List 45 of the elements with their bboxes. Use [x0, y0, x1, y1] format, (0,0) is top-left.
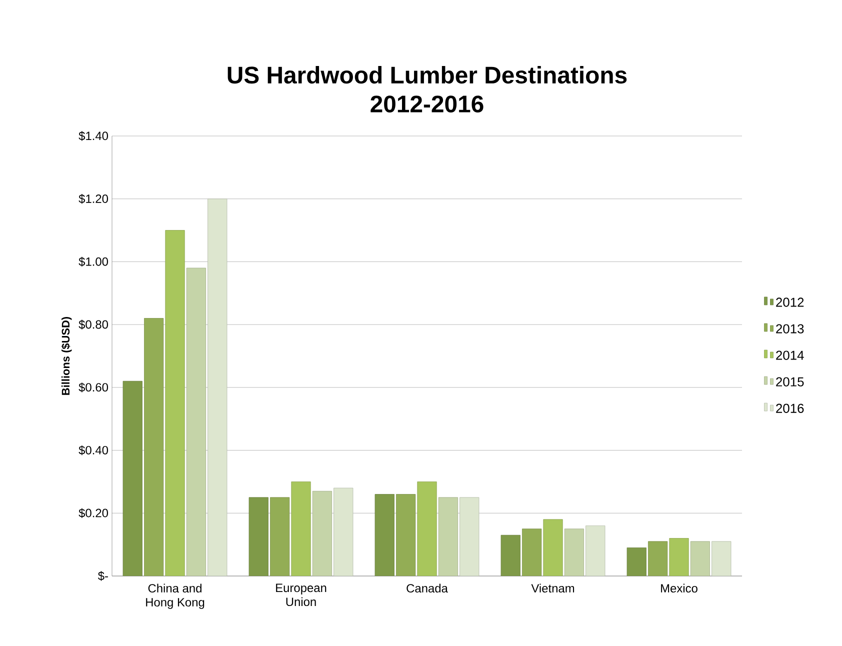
y-tick-label: $0.60	[78, 382, 108, 392]
bar	[586, 526, 606, 576]
y-tick-label: $-	[98, 571, 108, 581]
legend-label: 2014	[776, 350, 804, 360]
bar	[396, 494, 416, 576]
y-tick-label: $0.20	[78, 508, 108, 518]
bar	[564, 528, 584, 576]
bar	[669, 538, 689, 576]
legend-label: 2013	[776, 324, 804, 334]
bar	[144, 318, 164, 576]
bar	[626, 548, 646, 576]
bar	[334, 488, 354, 576]
bar	[460, 497, 480, 576]
bar	[712, 541, 732, 576]
x-tick-label: China and Hong Kong	[146, 584, 204, 609]
bar	[438, 497, 458, 576]
bar	[543, 519, 563, 576]
bar	[522, 528, 542, 576]
bar	[500, 534, 520, 576]
bar	[291, 482, 311, 576]
bar	[122, 380, 142, 576]
x-tick-label: Canada	[406, 584, 448, 593]
y-tick-label: $0.80	[78, 320, 108, 330]
x-tick-label: Mexico	[661, 584, 698, 593]
y-tick-label: $1.40	[78, 131, 108, 141]
bar	[248, 497, 268, 576]
bar	[208, 198, 228, 576]
x-tick-label: Vietnam	[531, 584, 574, 593]
bar	[648, 541, 668, 576]
bar	[690, 541, 710, 576]
y-tick-label: $1.00	[78, 256, 108, 267]
bar	[374, 494, 394, 576]
legend-label: 2015	[776, 377, 804, 386]
bar	[186, 268, 206, 576]
legend-label: 2016	[776, 404, 804, 413]
y-axis-title: Billions ($USD)	[61, 316, 72, 395]
bar	[270, 497, 290, 576]
x-tick-label: European Union	[276, 584, 326, 606]
legend-label: 2012	[776, 298, 804, 307]
chart-title: US Hardwood Lumber Destinations 2012-2016	[228, 66, 627, 112]
bar	[165, 230, 185, 576]
y-tick-label: $1.20	[78, 194, 108, 204]
bar	[417, 482, 437, 576]
bar	[312, 490, 332, 576]
y-tick-label: $0.40	[78, 445, 108, 456]
